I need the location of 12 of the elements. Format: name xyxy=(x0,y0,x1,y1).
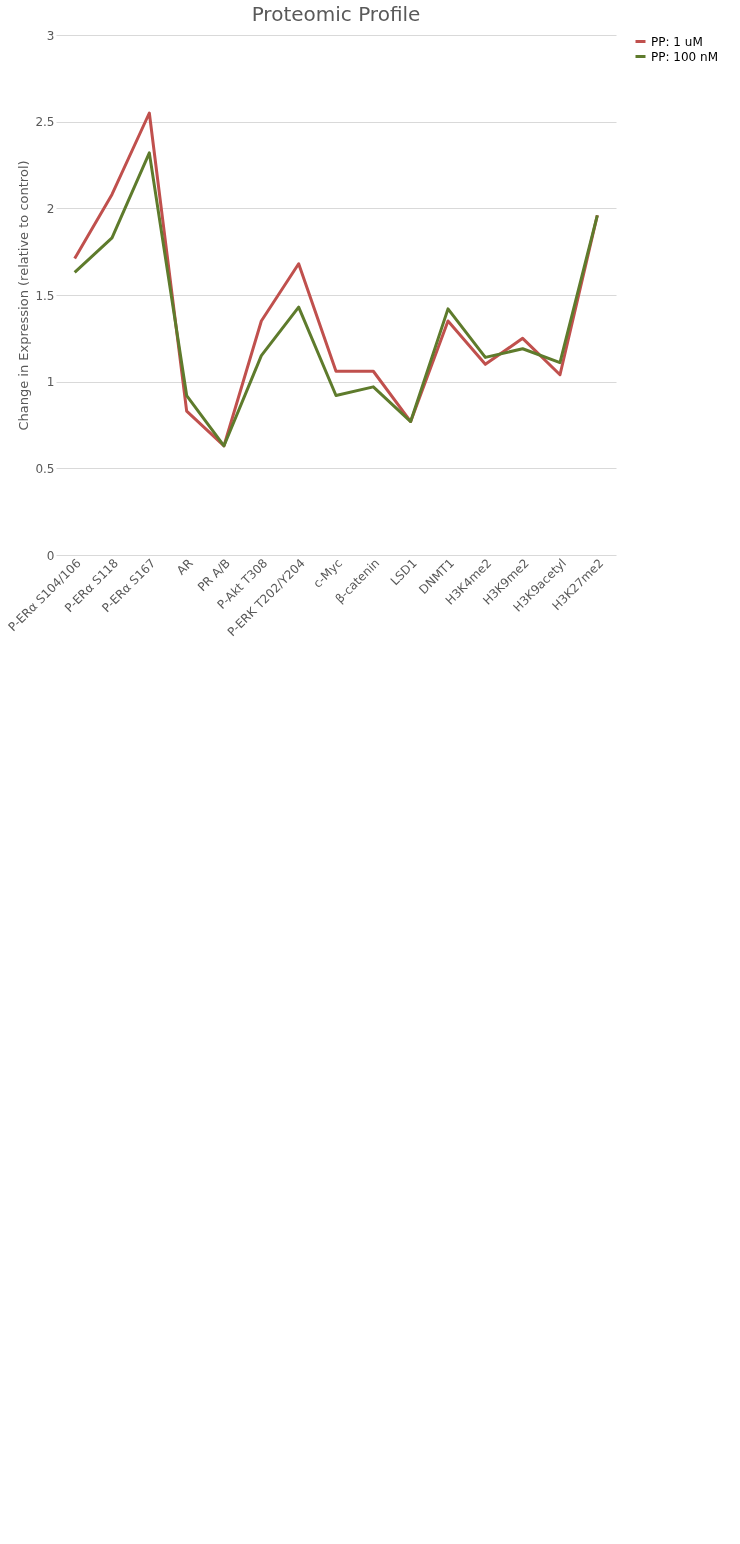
y-tick-label: 0.5 xyxy=(35,461,55,476)
y-tick-label: 1.5 xyxy=(35,288,55,303)
y-tick-label: 2.5 xyxy=(35,115,55,130)
chart-title: Proteomic Profile xyxy=(251,2,421,26)
y-tick-label: 0 xyxy=(46,548,55,563)
y-axis-title: Change in Expression (relative to control) xyxy=(16,160,32,431)
y-tick-label: 1 xyxy=(46,375,55,390)
x-tick-label: AR xyxy=(174,556,196,578)
legend-label: PP: 1 uM xyxy=(651,34,703,49)
legend-label: PP: 100 nM xyxy=(651,49,719,64)
y-tick-label: 3 xyxy=(46,28,55,43)
y-tick-label: 2 xyxy=(46,201,55,216)
